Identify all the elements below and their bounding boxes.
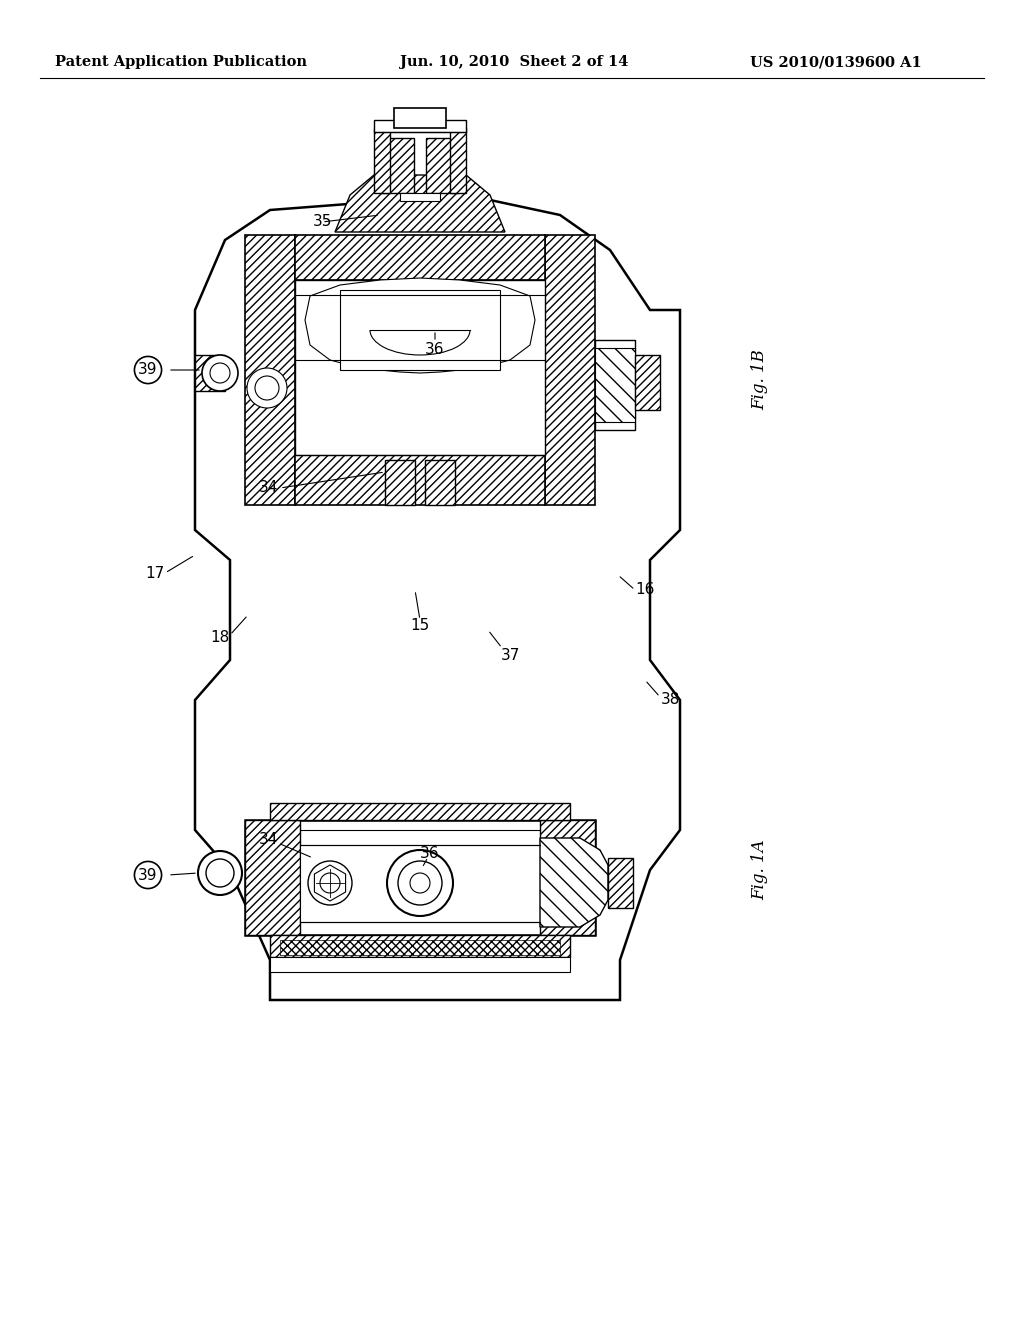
- Bar: [270, 803, 570, 820]
- Bar: [245, 235, 295, 506]
- Bar: [540, 820, 595, 935]
- Bar: [195, 355, 225, 391]
- Circle shape: [206, 859, 234, 887]
- Bar: [394, 108, 446, 128]
- Text: 15: 15: [411, 618, 430, 632]
- Text: Fig. 1A: Fig. 1A: [752, 840, 768, 900]
- Text: 34: 34: [258, 833, 278, 847]
- Bar: [295, 235, 545, 280]
- Text: 35: 35: [312, 214, 332, 230]
- Circle shape: [398, 861, 442, 906]
- Bar: [245, 820, 595, 935]
- Polygon shape: [314, 865, 345, 902]
- Polygon shape: [540, 838, 608, 927]
- Bar: [385, 459, 415, 506]
- Circle shape: [255, 376, 279, 400]
- Text: 17: 17: [145, 565, 165, 581]
- Bar: [425, 459, 455, 506]
- Text: 38: 38: [660, 693, 680, 708]
- Polygon shape: [195, 201, 680, 1001]
- Circle shape: [198, 851, 242, 895]
- Bar: [374, 120, 466, 132]
- Text: 34: 34: [258, 480, 278, 495]
- Bar: [374, 128, 390, 193]
- Circle shape: [319, 873, 340, 894]
- Bar: [245, 820, 300, 935]
- Bar: [280, 940, 560, 954]
- Circle shape: [308, 861, 352, 906]
- Bar: [450, 128, 466, 193]
- Bar: [270, 935, 570, 957]
- Text: 36: 36: [425, 342, 444, 358]
- Text: Jun. 10, 2010  Sheet 2 of 14: Jun. 10, 2010 Sheet 2 of 14: [400, 55, 629, 69]
- Bar: [295, 455, 545, 506]
- Circle shape: [202, 355, 238, 391]
- Text: 39: 39: [138, 867, 158, 883]
- Bar: [595, 348, 635, 422]
- Polygon shape: [335, 176, 505, 232]
- Text: 18: 18: [210, 631, 229, 645]
- Bar: [426, 139, 458, 193]
- Text: US 2010/0139600 A1: US 2010/0139600 A1: [750, 55, 922, 69]
- Bar: [340, 290, 500, 370]
- Polygon shape: [305, 279, 535, 374]
- Bar: [635, 355, 660, 411]
- Bar: [300, 845, 540, 921]
- Text: 16: 16: [635, 582, 654, 598]
- Bar: [545, 235, 595, 506]
- Bar: [608, 858, 633, 908]
- Text: Patent Application Publication: Patent Application Publication: [55, 55, 307, 69]
- Text: 39: 39: [138, 363, 158, 378]
- Bar: [400, 193, 440, 201]
- Text: Fig. 1B: Fig. 1B: [752, 350, 768, 411]
- Circle shape: [410, 873, 430, 894]
- Text: 37: 37: [501, 648, 520, 663]
- Circle shape: [387, 850, 453, 916]
- Bar: [595, 341, 635, 430]
- Circle shape: [210, 363, 230, 383]
- Bar: [370, 330, 470, 358]
- Text: 36: 36: [420, 846, 439, 861]
- Circle shape: [247, 368, 287, 408]
- Bar: [270, 957, 570, 972]
- Bar: [295, 280, 545, 455]
- Bar: [382, 139, 414, 193]
